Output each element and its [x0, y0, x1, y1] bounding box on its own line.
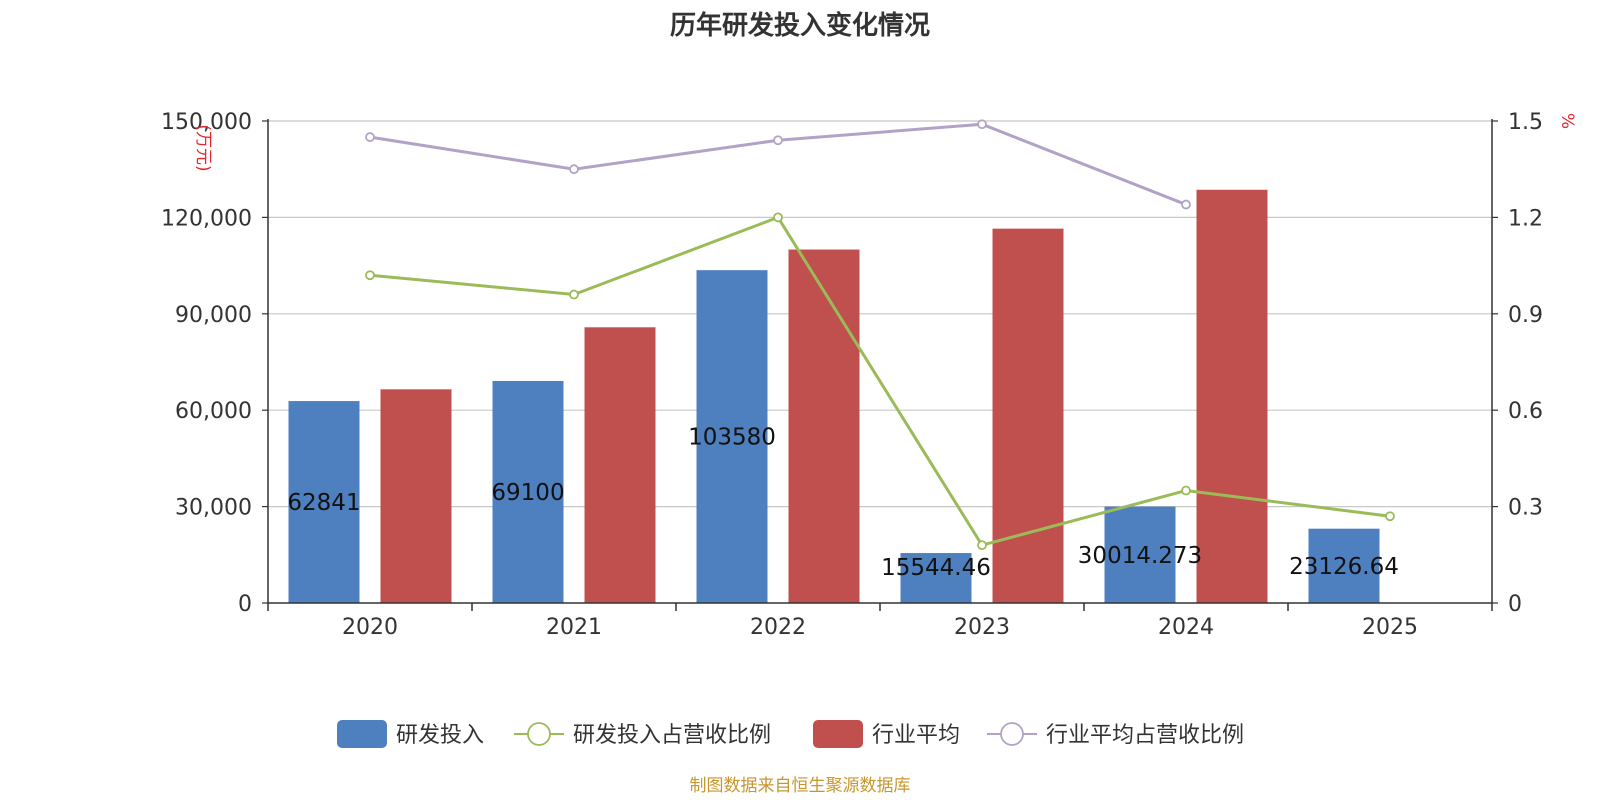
line-point [977, 540, 987, 551]
bar-industry-2021 [584, 327, 656, 603]
chart-title: 历年研发投入变化情况 [670, 10, 930, 41]
legend-swatch-marker [527, 722, 551, 746]
y-left-tick-label: 0 [238, 592, 252, 617]
y-left-tick-label: 150,000 [161, 110, 252, 135]
y-right-unit: % [1557, 113, 1577, 129]
x-tick-label: 2022 [750, 615, 806, 640]
y-left-unit: (万元) [193, 124, 213, 171]
line-point [773, 135, 783, 146]
x-tick-label: 2021 [546, 615, 602, 640]
bar-rd-2023 [900, 553, 972, 603]
x-tick-label: 2020 [342, 615, 398, 640]
legend-item-3[interactable]: 行业平均占营收比例 [987, 722, 1244, 748]
y-left-tick-label: 30,000 [175, 496, 252, 521]
x-tick-label: 2023 [954, 615, 1010, 640]
data-label-2023: 15544.46 [881, 555, 991, 581]
lines-layer [365, 119, 1395, 551]
legend-swatch-bar [337, 720, 387, 748]
data-label-2022: 103580 [688, 425, 776, 451]
bars-layer [288, 189, 1380, 604]
line-point [1181, 199, 1191, 210]
bar-rd-2025 [1308, 528, 1380, 603]
gridlines [268, 120, 1492, 508]
legend-label: 研发投入占营收比例 [573, 723, 771, 748]
legend-item-1[interactable]: 研发投入占营收比例 [514, 722, 771, 748]
data-label-2025: 23126.64 [1289, 554, 1399, 580]
legend-label: 行业平均占营收比例 [1046, 723, 1244, 748]
line-point [569, 164, 579, 175]
line-point [977, 119, 987, 130]
line-point [1181, 485, 1191, 496]
bar-rd-2022 [696, 270, 768, 603]
axes-layer: 0 30,000 60,000 90,000 120,000 150,000 0 0.3 0.6… [161, 110, 1543, 640]
x-tick-label: 2024 [1158, 615, 1214, 640]
y-left-tick-label: 120,000 [161, 206, 252, 231]
y-right-tick-label: 0.3 [1508, 496, 1543, 521]
bar-industry-2023 [992, 228, 1064, 603]
data-label-2020: 62841 [287, 490, 360, 516]
legend-label: 行业平均 [872, 723, 960, 748]
bar-rd-2021 [492, 380, 564, 603]
y-right-tick-label: 0.6 [1508, 399, 1543, 424]
bar-rd-2024 [1104, 506, 1176, 603]
line-point [569, 289, 579, 300]
x-tick-label: 2025 [1362, 615, 1418, 640]
bar-rd-2020 [288, 401, 360, 603]
data-label-2021: 69100 [491, 480, 564, 506]
bar-industry-2024 [1196, 189, 1268, 604]
legend-item-0[interactable]: 研发投入 [337, 720, 484, 748]
legend-item-2[interactable]: 行业平均 [813, 720, 960, 748]
y-right-tick-label: 1.2 [1508, 206, 1543, 231]
legend[interactable]: 研发投入 研发投入占营收比例 行业平均 行业平均占营收比例 [337, 720, 1244, 748]
legend-swatch-bar [813, 720, 863, 748]
line-point [1385, 511, 1395, 522]
source-note: 制图数据来自恒生聚源数据库 [690, 776, 911, 796]
y-left-tick-label: 90,000 [175, 303, 252, 328]
data-label-2024: 30014.273 [1078, 543, 1202, 569]
bar-industry-2020 [380, 389, 452, 603]
line-point [365, 132, 375, 142]
y-right-tick-label: 1.5 [1508, 110, 1543, 135]
legend-label: 研发投入 [396, 723, 484, 748]
y-right-tick-label: 0 [1508, 592, 1522, 617]
data-labels-layer: 62841 69100 103580 15544.46 30014.273 23126.6… [287, 425, 1398, 581]
line-point [773, 212, 783, 223]
line-rd-ratio [369, 215, 1391, 547]
line-point [365, 270, 375, 281]
legend-swatch-marker [1000, 722, 1024, 746]
y-left-tick-label: 60,000 [175, 399, 252, 424]
y-right-tick-label: 0.9 [1508, 303, 1543, 328]
bar-industry-2022 [788, 249, 860, 604]
